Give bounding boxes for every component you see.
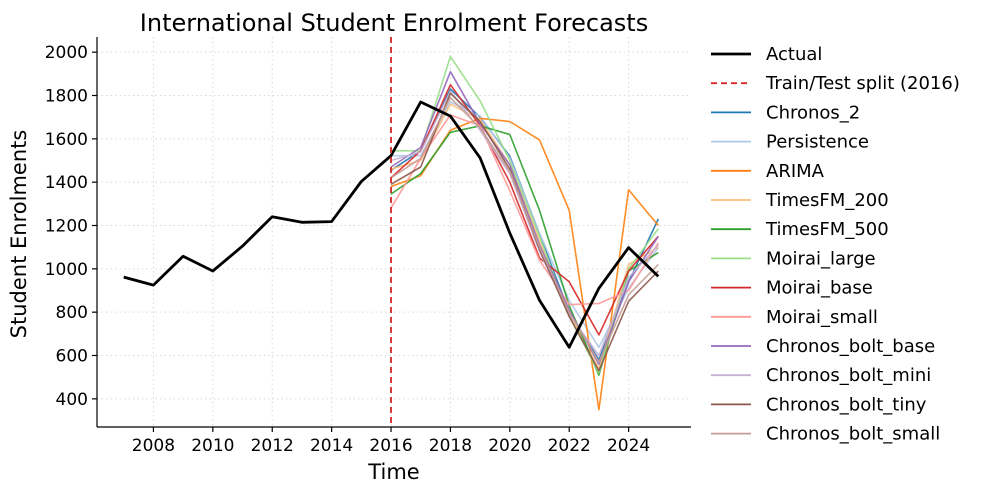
series-line-moirai-small xyxy=(390,114,659,306)
legend-label-timesfm-500: TimesFM_500 xyxy=(765,219,889,240)
series-line-chronos-bolt-mini xyxy=(390,90,659,357)
legend-label-persistence: Persistence xyxy=(766,132,869,153)
series-layer xyxy=(123,37,660,427)
x-tick-label-2022: 2022 xyxy=(548,436,591,456)
y-tick-label-1600: 1600 xyxy=(45,130,88,150)
legend-label-timesfm-200: TimesFM_200 xyxy=(765,190,889,211)
legend-label-arima: ARIMA xyxy=(766,161,825,182)
x-tick-label-2018: 2018 xyxy=(429,436,472,456)
series-line-timesfm-500 xyxy=(390,125,659,376)
y-tick-label-1200: 1200 xyxy=(45,217,88,237)
legend-label-chronos-2: Chronos_2 xyxy=(766,102,860,123)
legend-label-chronos-bolt-tiny: Chronos_bolt_tiny xyxy=(766,394,927,415)
series-line-chronos-bolt-tiny xyxy=(390,92,659,372)
x-tick-label-2010: 2010 xyxy=(191,436,234,456)
legend-label-chronos-bolt-mini: Chronos_bolt_mini xyxy=(766,365,931,386)
legend-label-actual: Actual xyxy=(766,44,822,65)
x-tick-label-2016: 2016 xyxy=(369,436,412,456)
legend-label-moirai-base: Moirai_base xyxy=(766,278,873,299)
legend-label-moirai-large: Moirai_large xyxy=(766,248,876,269)
y-tick-label-800: 800 xyxy=(56,303,88,323)
x-tick-label-2020: 2020 xyxy=(488,436,531,456)
y-tick-label-1000: 1000 xyxy=(45,260,88,280)
grid xyxy=(97,37,691,427)
y-tick-label-600: 600 xyxy=(56,347,88,367)
x-tick-label-2008: 2008 xyxy=(132,436,175,456)
legend-label-chronos-bolt-base: Chronos_bolt_base xyxy=(766,336,935,357)
x-tick-label-2014: 2014 xyxy=(310,436,353,456)
legend-label-moirai-small: Moirai_small xyxy=(766,307,878,328)
x-axis-title: Time xyxy=(367,460,419,484)
y-tick-label-2000: 2000 xyxy=(45,43,88,63)
series-line-moirai-base xyxy=(390,83,659,336)
legend-label-train-test-split-2016: Train/Test split (2016) xyxy=(765,73,960,94)
y-tick-label-1400: 1400 xyxy=(45,173,88,193)
legend-label-chronos-bolt-small: Chronos_bolt_small xyxy=(766,424,940,445)
y-axis-title: Student Enrolments xyxy=(7,130,31,339)
y-tick-label-1800: 1800 xyxy=(45,87,88,107)
x-tick-label-2024: 2024 xyxy=(607,436,650,456)
legend: Actual Train/Test split (2016) Chronos_2 Pe… xyxy=(711,44,960,445)
series-line-actual xyxy=(123,100,660,349)
y-tick-label-400: 400 xyxy=(56,390,88,410)
chart-title: International Student Enrolment Forecast… xyxy=(140,9,648,37)
x-tick-label-2012: 2012 xyxy=(251,436,294,456)
axes: 2008 2010 2012 2014 2016 2018 2020 2022 2024 400 6… xyxy=(45,37,691,456)
series-line-chronos-bolt-small xyxy=(390,96,659,363)
